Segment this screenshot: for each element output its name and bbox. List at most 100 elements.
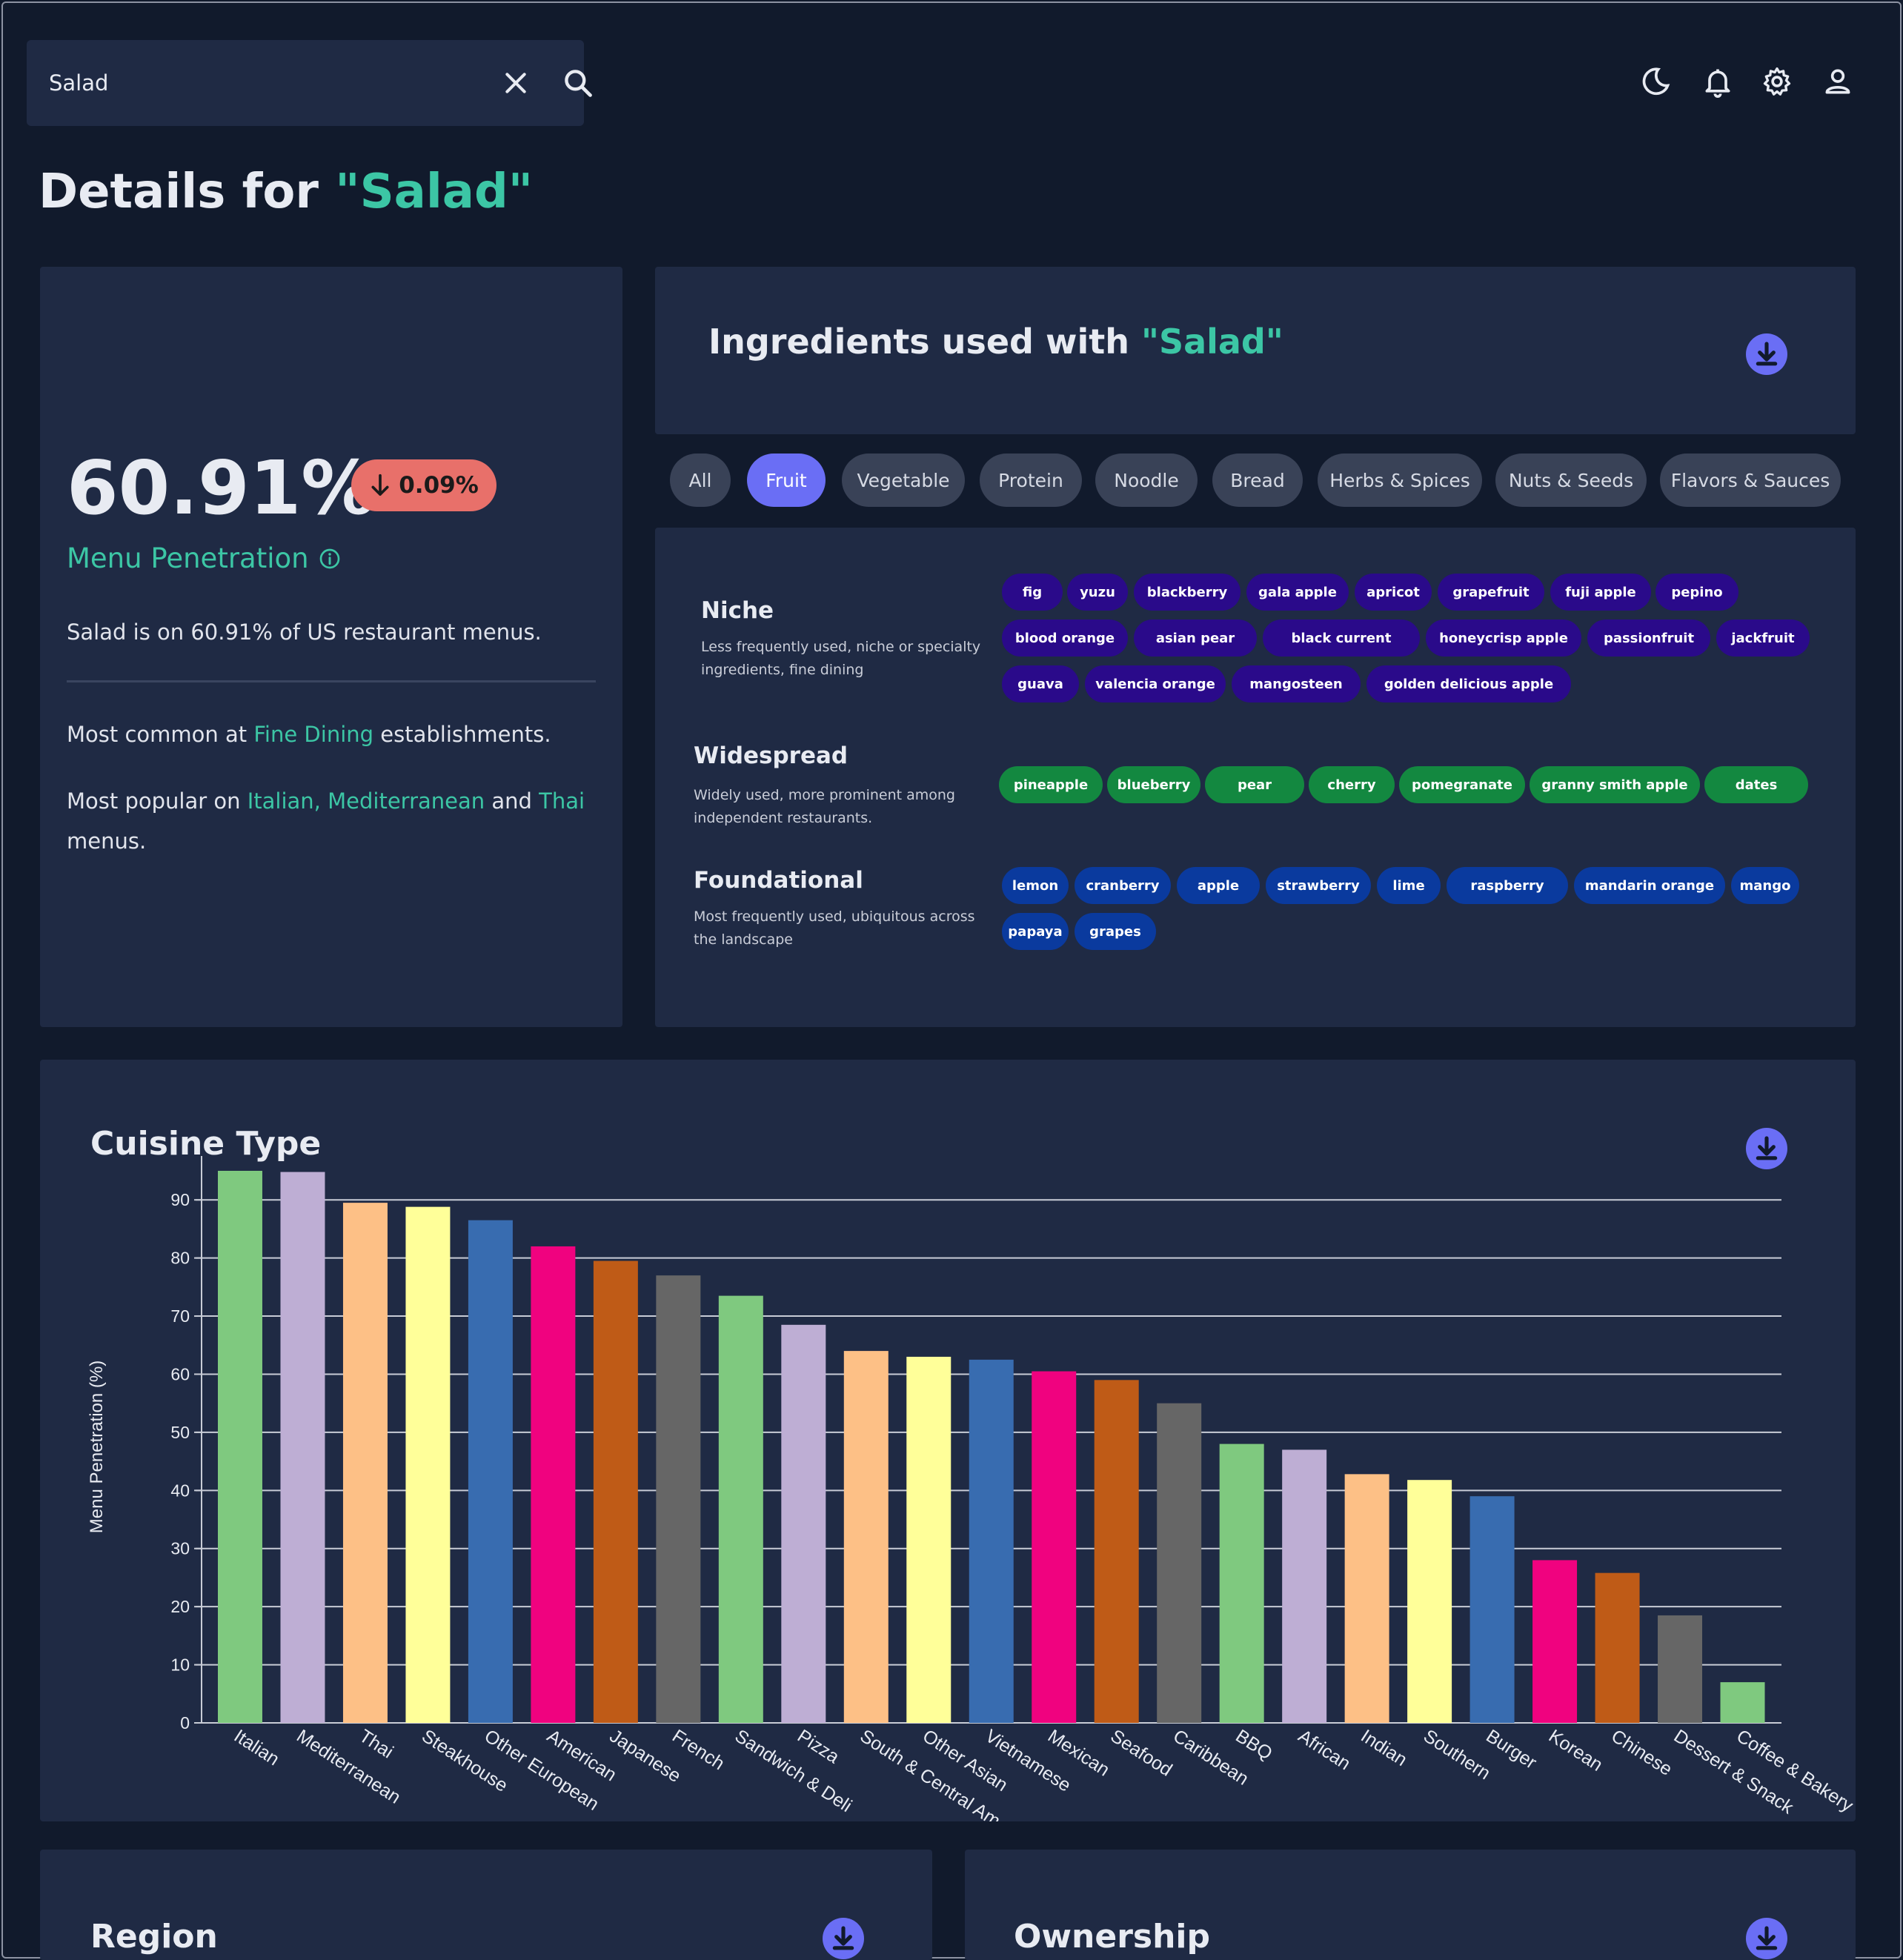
moon-icon[interactable]: [1639, 65, 1672, 98]
bar-22: [1595, 1572, 1640, 1723]
ingredient-tag[interactable]: guava: [1002, 665, 1079, 702]
bar-11: [906, 1356, 952, 1723]
ingredient-tag[interactable]: dates: [1704, 766, 1808, 803]
ingredient-tag[interactable]: pomegranate: [1399, 766, 1525, 803]
delta-badge: 0.09%: [351, 459, 496, 511]
y-axis-label: Menu Penetration (%): [87, 1361, 107, 1533]
bar-0: [218, 1171, 262, 1723]
ingredient-tag[interactable]: grapefruit: [1438, 574, 1544, 611]
popular-cuisines-link[interactable]: Italian, Mediterranean: [247, 788, 485, 814]
user-icon[interactable]: [1821, 65, 1854, 98]
x-tick-label: Pizza: [794, 1726, 843, 1768]
ingredient-tag[interactable]: passionfruit: [1587, 619, 1710, 657]
thai-link[interactable]: Thai: [539, 788, 585, 814]
search-input[interactable]: [49, 61, 464, 105]
ingredient-tag[interactable]: pineapple: [999, 766, 1103, 803]
ingredient-tag[interactable]: apple: [1177, 867, 1260, 904]
filter-chip-bread[interactable]: Bread: [1212, 454, 1303, 507]
region-card: Region: [40, 1850, 932, 1960]
search-bar: [27, 40, 592, 126]
ingredients-title-term: "Salad": [1140, 322, 1283, 362]
bar-23: [1658, 1615, 1703, 1723]
kpi-common-text: Most common at Fine Dining establishment…: [67, 714, 600, 754]
popular-and: and: [485, 788, 539, 814]
filter-chip-herbs-spices[interactable]: Herbs & Spices: [1318, 454, 1482, 507]
ingredient-tag[interactable]: honeycrisp apple: [1426, 619, 1581, 657]
bar-6: [593, 1260, 638, 1723]
ingredient-tag[interactable]: grapes: [1075, 913, 1156, 950]
ingredient-tag[interactable]: fuji apple: [1550, 574, 1651, 611]
ingredient-tag[interactable]: apricot: [1355, 574, 1432, 611]
page-title: Details for "Salad": [39, 165, 533, 219]
ingredient-tag[interactable]: blackberry: [1134, 574, 1241, 611]
x-tick-label: African: [1295, 1726, 1355, 1775]
info-icon[interactable]: [318, 547, 342, 571]
ingredients-header: Ingredients used with "Salad": [655, 267, 1856, 434]
filter-chip-flavors-sauces[interactable]: Flavors & Sauces: [1660, 454, 1841, 507]
filter-chip-protein[interactable]: Protein: [980, 454, 1082, 507]
bell-icon[interactable]: [1701, 65, 1734, 98]
x-tick-label: Indian: [1357, 1726, 1410, 1771]
bar-14: [1094, 1380, 1139, 1723]
kpi-label-text: Menu Penetration: [67, 542, 309, 574]
region-title: Region: [90, 1918, 218, 1956]
ingredient-tag[interactable]: yuzu: [1067, 574, 1128, 611]
ingredient-tag[interactable]: mango: [1731, 867, 1799, 904]
download-icon[interactable]: [823, 1918, 864, 1959]
y-tick-label: 40: [170, 1481, 190, 1500]
ingredients-title-prefix: Ingredients used with: [708, 322, 1141, 362]
ingredient-tag[interactable]: cranberry: [1075, 867, 1171, 904]
cuisine-title: Cuisine Type: [90, 1125, 322, 1163]
gear-icon[interactable]: [1761, 65, 1793, 98]
tier-title-widespread: Widespread: [694, 743, 848, 769]
y-tick-label: 70: [170, 1306, 190, 1326]
search-icon[interactable]: [562, 67, 594, 99]
fine-dining-link[interactable]: Fine Dining: [253, 722, 374, 747]
ingredient-tag[interactable]: black current: [1263, 619, 1420, 657]
ingredient-tag[interactable]: cherry: [1309, 766, 1395, 803]
filter-chip-nuts-seeds[interactable]: Nuts & Seeds: [1495, 454, 1647, 507]
x-tick-label: BBQ: [1232, 1726, 1276, 1764]
ingredient-tag[interactable]: fig: [1002, 574, 1063, 611]
bar-17: [1282, 1449, 1327, 1723]
ingredient-tag[interactable]: strawberry: [1266, 867, 1371, 904]
ingredients-title: Ingredients used with "Salad": [708, 322, 1283, 362]
ingredient-tag[interactable]: raspberry: [1447, 867, 1568, 904]
download-icon[interactable]: [1746, 1918, 1787, 1959]
download-icon[interactable]: [1746, 333, 1787, 375]
tier-desc-widespread: Widely used, more prominent among indepe…: [694, 787, 955, 826]
ingredient-tag[interactable]: lemon: [1002, 867, 1069, 904]
ingredients-tiers: Niche Less frequently used, niche or spe…: [655, 528, 1856, 1027]
ingredient-tag[interactable]: pear: [1205, 766, 1304, 803]
tier-desc-foundational: Most frequently used, ubiquitous across …: [694, 908, 975, 948]
filter-chip-noodle[interactable]: Noodle: [1095, 454, 1198, 507]
bar-10: [843, 1351, 889, 1723]
ingredient-tag[interactable]: pepino: [1655, 574, 1738, 611]
ingredient-tag[interactable]: golden delicious apple: [1366, 665, 1571, 702]
cuisine-bar-chart: 0 10 20 30 40 50 60 70 80 90 Menu Penetration (%) I…: [87, 1156, 1856, 1821]
ingredient-tag[interactable]: gala apple: [1246, 574, 1349, 611]
ingredient-tag[interactable]: mandarin orange: [1574, 867, 1725, 904]
filter-chip-vegetable[interactable]: Vegetable: [842, 454, 965, 507]
ingredient-tag[interactable]: asian pear: [1134, 619, 1257, 657]
close-icon[interactable]: [501, 68, 531, 98]
bar-8: [718, 1295, 763, 1723]
x-tick-label: Sandwich & Deli: [731, 1726, 856, 1817]
ingredient-tag[interactable]: jackfruit: [1716, 619, 1810, 657]
bar-18: [1344, 1474, 1389, 1723]
filter-chip-all[interactable]: All: [670, 454, 731, 507]
ingredient-tag[interactable]: mangosteen: [1232, 665, 1361, 702]
bar-13: [1032, 1371, 1077, 1723]
x-tick-label: Southern: [1420, 1726, 1494, 1784]
ingredient-tag[interactable]: granny smith apple: [1530, 766, 1700, 803]
arrow-down-icon: [371, 474, 389, 496]
ingredient-tag[interactable]: valencia orange: [1085, 665, 1226, 702]
ingredient-tag[interactable]: lime: [1377, 867, 1441, 904]
filter-chip-fruit[interactable]: Fruit: [747, 454, 826, 507]
ingredient-tag[interactable]: blood orange: [1002, 619, 1128, 657]
bar-7: [656, 1275, 701, 1723]
ingredient-tag[interactable]: blueberry: [1107, 766, 1200, 803]
x-tick-label: Seafood: [1106, 1726, 1175, 1781]
download-icon[interactable]: [1746, 1128, 1787, 1169]
ingredient-tag[interactable]: papaya: [1002, 913, 1069, 950]
